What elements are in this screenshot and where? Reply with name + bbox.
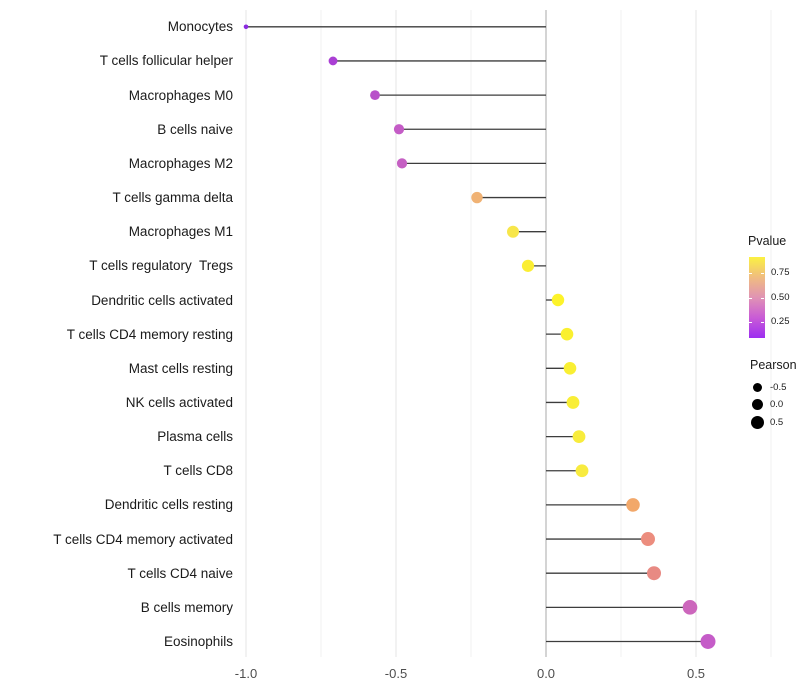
data-point [575, 464, 589, 478]
data-point [641, 532, 655, 547]
data-point [370, 90, 380, 100]
data-point [560, 327, 574, 341]
category-label: Plasma cells [157, 429, 233, 445]
colorbar-tick [749, 322, 752, 323]
category-label: Mast cells resting [128, 360, 233, 376]
data-point [243, 24, 249, 30]
data-point [521, 259, 535, 272]
data-point [328, 56, 338, 66]
category-label: NK cells activated [125, 394, 233, 410]
category-label: T cells follicular helper [99, 53, 233, 69]
category-label: Monocytes [167, 19, 233, 35]
pearson-legend-rows: -0.5 0.0 0.5 [750, 379, 797, 431]
data-point [626, 498, 640, 512]
data-point [507, 225, 519, 238]
x-tick-label: -1.0 [234, 666, 258, 681]
pearson-legend-row: -0.5 [750, 379, 797, 396]
data-point [700, 634, 716, 649]
category-label: T cells CD8 [163, 463, 233, 479]
pvalue-colorbar-gradient [749, 257, 765, 338]
pearson-legend-dot [751, 399, 763, 411]
pvalue-colorbar: 0.75 0.50 0.25 [748, 257, 800, 338]
data-point [563, 362, 577, 375]
category-label: T cells regulatory Tregs [89, 258, 233, 274]
data-point [682, 600, 698, 615]
data-point [551, 293, 565, 307]
pearson-legend-label: 0.5 [770, 416, 784, 428]
data-point [471, 191, 483, 204]
category-label: Dendritic cells resting [104, 497, 233, 513]
category-label: B cells naive [157, 121, 233, 137]
pearson-legend-row: 0.0 [750, 396, 797, 413]
colorbar-tick-label: 0.75 [771, 267, 790, 278]
colorbar-tick-label: 0.50 [771, 292, 790, 303]
pvalue-legend-title: Pvalue [748, 234, 787, 248]
x-tick-label: 0.5 [686, 666, 706, 681]
pearson-legend-label: 0.0 [770, 399, 784, 411]
category-label: Eosinophils [163, 634, 233, 649]
category-label: Macrophages M1 [128, 224, 233, 240]
data-point [566, 396, 580, 409]
pearson-legend-dot [750, 415, 764, 429]
colorbar-tick [761, 273, 764, 274]
category-label: Macrophages M0 [128, 87, 233, 103]
colorbar-tick [761, 322, 764, 323]
pearson-legend-title: Pearson [750, 358, 797, 372]
colorbar-tick [749, 273, 752, 274]
pearson-legend-label: -0.5 [770, 382, 787, 394]
category-label: T cells CD4 memory resting [66, 326, 233, 342]
colorbar-tick-label: 0.25 [771, 316, 790, 327]
pearson-legend: Pearson -0.5 0.0 0.5 [750, 358, 797, 431]
category-label: T cells CD4 naive [127, 565, 233, 581]
category-label: T cells gamma delta [112, 190, 233, 206]
colorbar-tick [761, 298, 764, 299]
x-tick-label: 0.0 [536, 666, 556, 681]
pvalue-legend: Pvalue 0.75 0.50 0.25 [748, 234, 800, 338]
data-point [572, 430, 586, 443]
colorbar-tick [749, 298, 752, 299]
pearson-legend-dot [752, 383, 762, 393]
data-point [396, 158, 408, 169]
x-tick-label: -0.5 [384, 666, 408, 681]
category-label: T cells CD4 memory activated [53, 531, 233, 547]
data-point [393, 124, 405, 135]
category-label: Macrophages M2 [128, 155, 233, 171]
category-label: Dendritic cells activated [91, 292, 233, 308]
pearson-legend-row: 0.5 [750, 414, 797, 431]
data-point [647, 566, 661, 581]
category-label: B cells memory [140, 599, 233, 615]
